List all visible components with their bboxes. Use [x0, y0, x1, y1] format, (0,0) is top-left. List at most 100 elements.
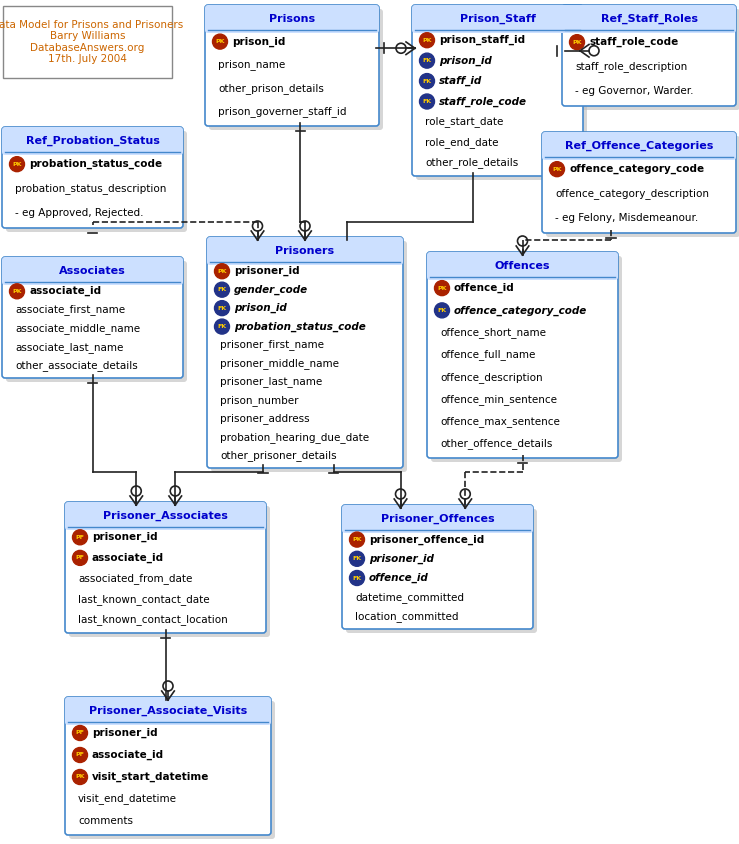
FancyBboxPatch shape: [562, 5, 736, 33]
Text: probation_status_code: probation_status_code: [234, 322, 366, 332]
FancyBboxPatch shape: [65, 697, 271, 725]
Text: associate_id: associate_id: [92, 553, 164, 563]
Text: prisoner_first_name: prisoner_first_name: [220, 339, 324, 350]
Text: prison_staff_id: prison_staff_id: [439, 35, 525, 46]
Circle shape: [420, 73, 435, 89]
Text: FK: FK: [217, 324, 227, 329]
Text: role_end_date: role_end_date: [425, 137, 499, 148]
Text: - eg Governor, Warder.: - eg Governor, Warder.: [575, 86, 693, 96]
Text: offence_id: offence_id: [454, 283, 515, 293]
Text: probation_status_description: probation_status_description: [15, 183, 166, 194]
Text: Offences: Offences: [494, 261, 551, 271]
FancyBboxPatch shape: [562, 5, 736, 106]
Text: - eg Felony, Misdemeanour.: - eg Felony, Misdemeanour.: [555, 213, 698, 223]
Circle shape: [420, 33, 435, 48]
FancyBboxPatch shape: [6, 261, 187, 382]
FancyBboxPatch shape: [65, 502, 266, 530]
Text: prisoner_id: prisoner_id: [92, 728, 157, 738]
Text: offence_max_sentence: offence_max_sentence: [440, 416, 560, 427]
Circle shape: [435, 280, 449, 295]
Text: FK: FK: [423, 99, 432, 104]
Text: PF: PF: [75, 753, 84, 758]
Text: Ref_Probation_Status: Ref_Probation_Status: [26, 136, 160, 146]
Text: Prison_Staff: Prison_Staff: [460, 14, 536, 24]
FancyBboxPatch shape: [207, 237, 403, 468]
FancyBboxPatch shape: [546, 136, 739, 237]
Text: other_prisoner_details: other_prisoner_details: [220, 451, 337, 461]
Text: other_associate_details: other_associate_details: [15, 360, 137, 371]
Circle shape: [550, 162, 565, 176]
FancyBboxPatch shape: [65, 697, 271, 835]
Text: offence_category_code: offence_category_code: [454, 306, 588, 316]
FancyBboxPatch shape: [65, 502, 266, 633]
Circle shape: [10, 157, 24, 171]
Text: last_known_contact_date: last_known_contact_date: [78, 593, 210, 604]
FancyBboxPatch shape: [542, 132, 736, 160]
Text: PK: PK: [13, 289, 21, 294]
FancyBboxPatch shape: [6, 131, 187, 232]
Text: prisoner_last_name: prisoner_last_name: [220, 376, 322, 387]
Circle shape: [10, 284, 24, 299]
FancyBboxPatch shape: [542, 132, 736, 233]
FancyBboxPatch shape: [416, 9, 587, 180]
Circle shape: [570, 35, 585, 50]
FancyBboxPatch shape: [69, 506, 270, 637]
Text: prison_id: prison_id: [234, 303, 287, 313]
Text: visit_end_datetime: visit_end_datetime: [78, 793, 177, 804]
Circle shape: [214, 319, 230, 334]
Text: associate_middle_name: associate_middle_name: [15, 323, 140, 334]
Text: prisoner_offence_id: prisoner_offence_id: [369, 534, 484, 544]
Text: probation_hearing_due_date: probation_hearing_due_date: [220, 432, 369, 443]
Text: - eg Approved, Rejected.: - eg Approved, Rejected.: [15, 208, 143, 218]
Text: role_start_date: role_start_date: [425, 116, 503, 127]
Text: prison_governer_staff_id: prison_governer_staff_id: [218, 106, 347, 116]
FancyBboxPatch shape: [2, 127, 183, 155]
FancyBboxPatch shape: [566, 9, 739, 110]
Text: prisoner_id: prisoner_id: [92, 533, 157, 543]
Text: FK: FK: [353, 576, 361, 581]
Text: FK: FK: [437, 308, 446, 313]
Text: associate_first_name: associate_first_name: [15, 305, 125, 316]
Text: PK: PK: [215, 39, 225, 44]
Text: associate_id: associate_id: [29, 286, 101, 296]
FancyBboxPatch shape: [342, 505, 533, 533]
Text: prison_id: prison_id: [232, 36, 285, 46]
Text: location_committed: location_committed: [355, 611, 458, 622]
Text: datetime_committed: datetime_committed: [355, 592, 464, 603]
Text: associate_id: associate_id: [92, 749, 164, 760]
Text: FK: FK: [353, 556, 361, 561]
FancyBboxPatch shape: [412, 5, 583, 176]
Circle shape: [213, 34, 228, 49]
Text: prison_name: prison_name: [218, 59, 285, 70]
Text: staff_role_code: staff_role_code: [439, 96, 527, 106]
Text: PK: PK: [217, 268, 227, 273]
Text: Prisoner_Associates: Prisoner_Associates: [103, 511, 228, 521]
FancyBboxPatch shape: [3, 6, 172, 78]
FancyBboxPatch shape: [431, 256, 622, 462]
Text: prison_id: prison_id: [439, 56, 491, 66]
Circle shape: [72, 770, 87, 785]
Text: Ref_Offence_Categories: Ref_Offence_Categories: [565, 141, 713, 151]
Circle shape: [214, 300, 230, 316]
FancyBboxPatch shape: [2, 257, 183, 378]
Text: PK: PK: [13, 162, 21, 166]
Text: Ref_Staff_Roles: Ref_Staff_Roles: [601, 14, 698, 24]
FancyBboxPatch shape: [211, 241, 407, 472]
FancyBboxPatch shape: [427, 252, 618, 458]
Text: PF: PF: [75, 535, 84, 540]
FancyBboxPatch shape: [205, 5, 379, 33]
Text: staff_role_code: staff_role_code: [589, 37, 678, 47]
Text: FK: FK: [217, 306, 227, 311]
FancyBboxPatch shape: [205, 5, 379, 126]
Text: FK: FK: [423, 58, 432, 63]
Text: probation_status_code: probation_status_code: [29, 159, 162, 170]
Circle shape: [214, 282, 230, 297]
Circle shape: [420, 94, 435, 109]
FancyBboxPatch shape: [2, 127, 183, 228]
Text: PF: PF: [75, 731, 84, 735]
Circle shape: [72, 748, 87, 762]
FancyBboxPatch shape: [207, 237, 403, 265]
Text: PK: PK: [572, 40, 582, 45]
Text: prisoner_middle_name: prisoner_middle_name: [220, 358, 339, 369]
Text: Prisoner_Associate_Visits: Prisoner_Associate_Visits: [89, 706, 247, 716]
